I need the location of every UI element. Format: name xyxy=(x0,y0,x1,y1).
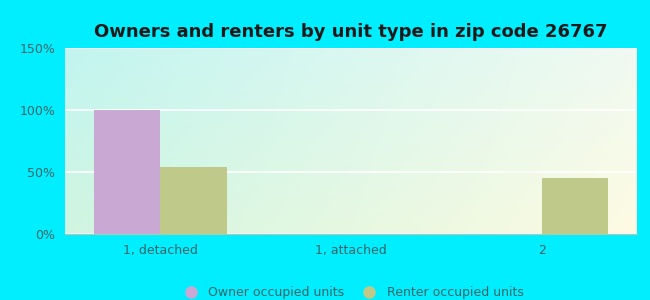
Bar xyxy=(94,110,161,234)
Bar xyxy=(541,178,608,234)
Legend: Owner occupied units, Renter occupied units: Owner occupied units, Renter occupied un… xyxy=(174,281,528,300)
Title: Owners and renters by unit type in zip code 26767: Owners and renters by unit type in zip c… xyxy=(94,23,608,41)
Bar xyxy=(161,167,227,234)
